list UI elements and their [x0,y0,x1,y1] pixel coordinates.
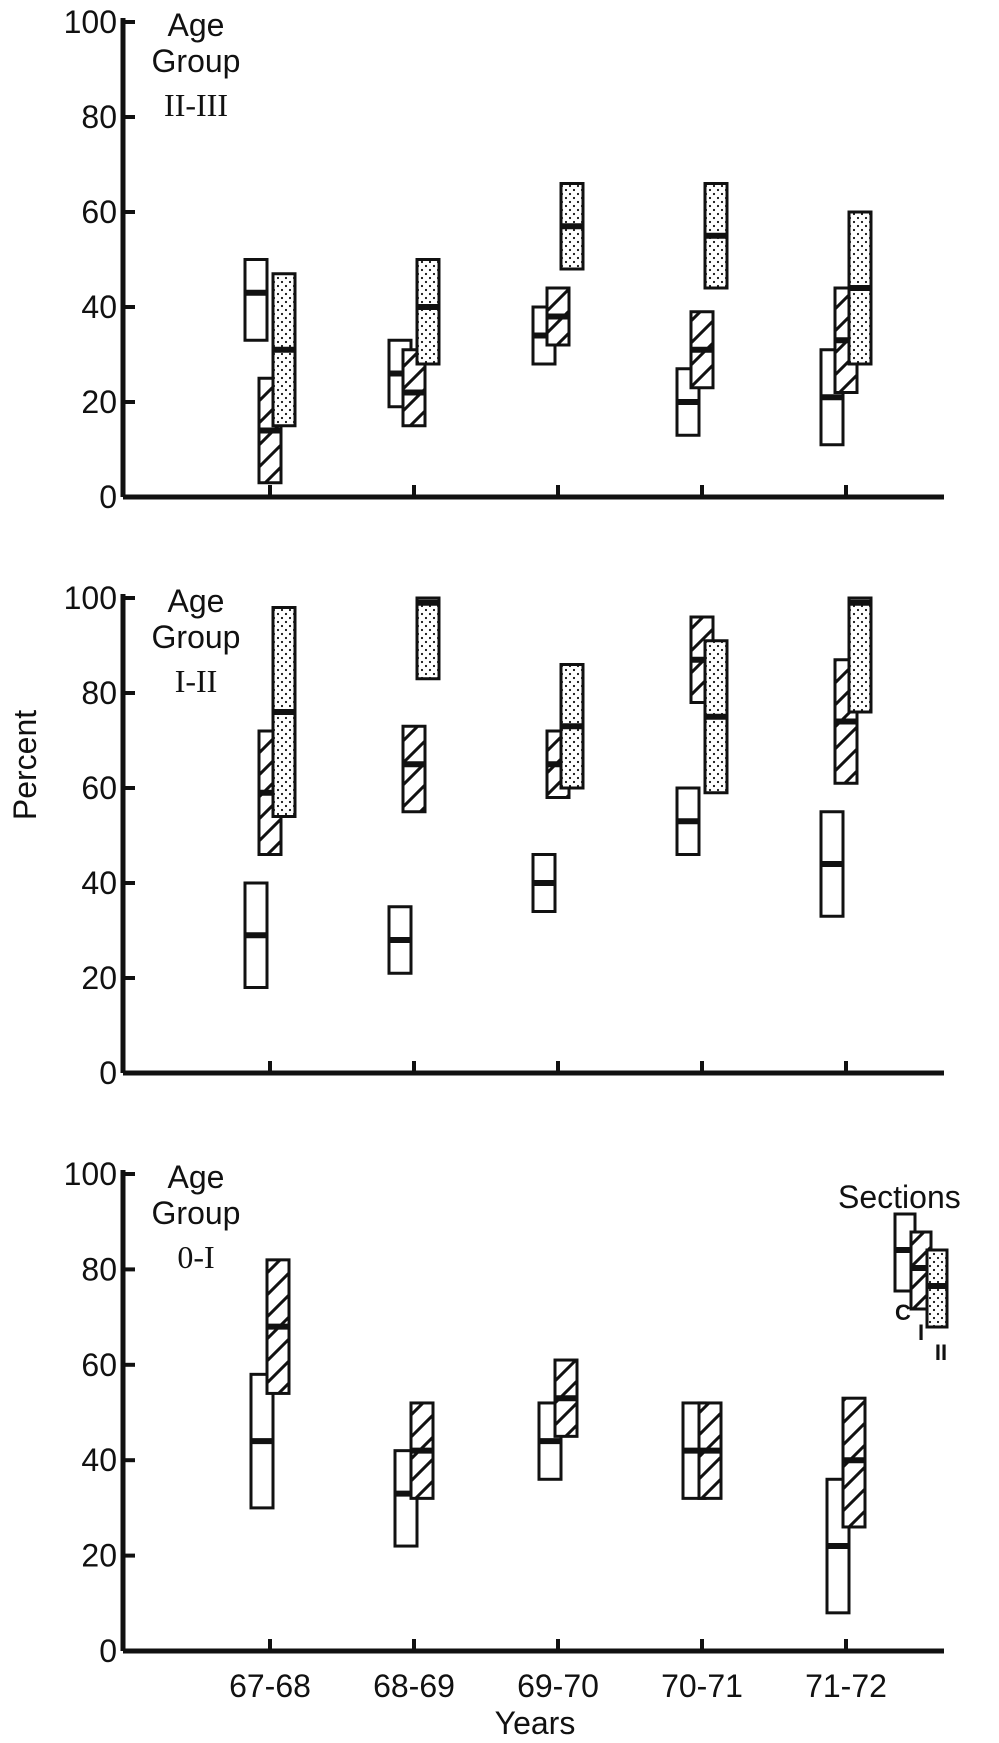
legend-key-dotted: II [935,1340,947,1365]
panel-label-line2: Group [152,1195,241,1231]
y-tick-label: 100 [64,4,117,40]
panel-label-group: 0-I [177,1239,214,1275]
y-tick-label: 100 [64,1156,117,1192]
y-tick-label: 0 [99,479,117,515]
range-box-c-67-68 [243,258,269,342]
x-tick-label: 71-72 [805,1668,887,1704]
y-tick-label: 40 [81,289,117,325]
panel-label-line1: Age [168,1159,225,1195]
y-tick-label: 40 [81,1442,117,1478]
panel-label-line2: Group [152,43,241,79]
y-tick-label: 20 [81,384,117,420]
y-tick-label: 100 [64,580,117,616]
y-tick-label: 80 [81,675,117,711]
y-tick-label: 80 [81,1251,117,1287]
legend-key-plain: C [895,1300,911,1325]
x-tick-label: 70-71 [661,1668,743,1704]
y-tick-label: 60 [81,1347,117,1383]
panel-label-line1: Age [168,583,225,619]
panel-label-group: II-III [164,87,228,123]
range-box-i-68-69 [401,724,427,814]
x-axis-title: Years [495,1705,576,1741]
y-tick-label: 60 [81,770,117,806]
range-box-ii-68-69 [415,258,441,366]
y-tick-label: 20 [81,1538,117,1574]
x-tick-label: 69-70 [517,1668,599,1704]
y-tick-label: 20 [81,960,117,996]
x-tick-labels: 67-68 68-69 69-70 70-71 71-72 [229,1668,887,1704]
legend-title: Sections [838,1179,961,1215]
y-tick-label: 0 [99,1055,117,1091]
panel-label-line1: Age [168,7,225,43]
range-box-i-68-69 [401,348,427,428]
legend-key-hatched: I [918,1320,924,1345]
x-tick-label: 68-69 [373,1668,455,1704]
range-box-ii-71-72 [847,596,873,714]
y-tick-label: 40 [81,865,117,901]
panel-label-group: I-II [175,663,218,699]
panel-label-line2: Group [152,619,241,655]
x-tick-label: 67-68 [229,1668,311,1704]
y-tick-label: 0 [99,1633,117,1669]
y-tick-label: 80 [81,99,117,135]
y-tick-label: 60 [81,194,117,230]
range-box-ii-68-69 [415,596,441,681]
y-axis-title: Percent [7,710,43,820]
